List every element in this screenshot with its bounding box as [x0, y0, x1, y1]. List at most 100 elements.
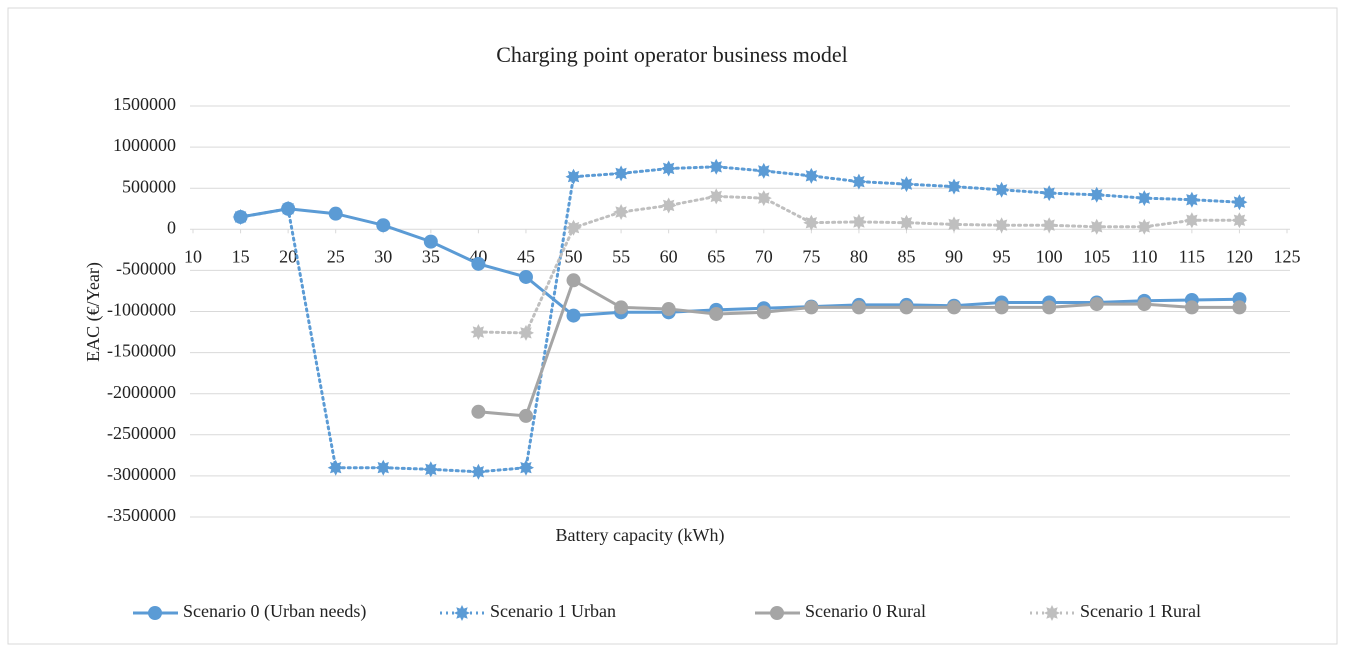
marker	[660, 197, 677, 214]
legend-item: Scenario 0 (Urban needs)	[133, 601, 366, 622]
x-tick-label: 120	[1226, 246, 1253, 266]
marker	[327, 459, 344, 476]
marker	[232, 209, 249, 225]
marker	[566, 308, 581, 323]
legend-marker	[1044, 605, 1060, 621]
x-tick-label: 35	[422, 246, 440, 266]
marker	[613, 165, 630, 182]
x-tick-label: 90	[945, 246, 963, 266]
marker	[709, 306, 724, 321]
marker	[470, 463, 487, 480]
marker	[565, 168, 582, 185]
x-tick-label: 55	[612, 246, 630, 266]
series-line	[239, 207, 1241, 318]
legend-label: Scenario 0 (Urban needs)	[183, 601, 366, 622]
x-tick-label: 15	[232, 246, 250, 266]
marker	[1088, 186, 1105, 203]
y-tick-label: -1500000	[107, 341, 176, 361]
x-tick-label: 125	[1274, 246, 1301, 266]
marker	[804, 300, 819, 315]
marker	[1184, 300, 1199, 315]
marker	[1137, 297, 1152, 312]
marker	[993, 217, 1010, 234]
marker	[708, 188, 725, 205]
marker	[1041, 217, 1058, 234]
marker	[1042, 300, 1057, 315]
marker	[994, 300, 1009, 315]
legend-label: Scenario 0 Rural	[805, 601, 926, 621]
x-tick-label: 45	[517, 246, 535, 266]
marker	[755, 190, 772, 207]
x-tick-label: 70	[755, 246, 773, 266]
marker	[470, 324, 487, 340]
x-tick-label: 50	[565, 246, 583, 266]
marker	[565, 219, 582, 236]
marker	[660, 160, 677, 177]
x-tick-label: 115	[1179, 246, 1205, 266]
y-tick-label: -1000000	[107, 300, 176, 320]
legend-item: Scenario 0 Rural	[755, 601, 926, 621]
marker	[376, 218, 391, 233]
marker	[423, 234, 438, 249]
x-tick-label: 75	[802, 246, 820, 266]
marker	[1136, 190, 1153, 207]
y-tick-label: -3500000	[107, 505, 176, 525]
marker	[1088, 218, 1105, 235]
legend-marker	[454, 605, 470, 621]
x-tick-label: 85	[897, 246, 915, 266]
marker	[328, 206, 343, 221]
marker	[803, 167, 820, 184]
marker	[518, 459, 534, 476]
marker	[899, 300, 914, 315]
marker	[898, 176, 915, 193]
x-tick-label: 105	[1083, 246, 1110, 266]
marker	[850, 173, 867, 190]
legend-label: Scenario 1 Urban	[490, 601, 616, 621]
x-axis-label: Battery capacity (kWh)	[556, 525, 725, 546]
marker	[851, 300, 866, 315]
x-tick-label: 80	[850, 246, 868, 266]
marker	[1041, 185, 1058, 202]
marker	[946, 216, 962, 233]
y-tick-label: -2000000	[107, 382, 176, 402]
x-tick-label: 60	[660, 246, 678, 266]
y-tick-label: 500000	[122, 176, 176, 196]
marker	[1183, 212, 1200, 229]
marker	[1089, 297, 1104, 312]
marker	[1232, 300, 1247, 315]
chart-title: Charging point operator business model	[496, 42, 848, 67]
y-tick-label: 1500000	[113, 94, 176, 114]
marker	[755, 162, 772, 179]
marker	[850, 213, 867, 230]
legend-marker	[148, 606, 162, 620]
marker	[566, 273, 581, 288]
marker	[518, 408, 533, 423]
marker	[280, 200, 297, 217]
legend-item: Scenario 1 Rural	[1030, 601, 1201, 621]
marker	[614, 300, 629, 315]
marker	[518, 269, 533, 284]
marker	[898, 214, 915, 231]
x-tick-label: 95	[993, 246, 1011, 266]
marker	[947, 300, 962, 315]
y-tick-label: 0	[167, 217, 176, 237]
x-tick-label: 25	[327, 246, 345, 266]
marker	[1183, 191, 1200, 208]
y-axis-label: EAC (€/Year)	[83, 262, 104, 362]
series-line	[239, 165, 1241, 474]
marker	[471, 404, 486, 419]
marker	[1231, 194, 1248, 211]
marker	[661, 302, 676, 317]
chart-border	[7, 7, 1338, 645]
y-tick-label: 1000000	[113, 135, 176, 155]
y-tick-label: -500000	[116, 259, 176, 279]
legend-item: Scenario 1 Urban	[440, 601, 616, 621]
marker	[422, 461, 439, 478]
marker	[946, 178, 962, 195]
x-tick-label: 30	[374, 246, 392, 266]
y-tick-label: -3000000	[107, 464, 176, 484]
marker	[993, 181, 1010, 198]
marker	[518, 324, 534, 341]
